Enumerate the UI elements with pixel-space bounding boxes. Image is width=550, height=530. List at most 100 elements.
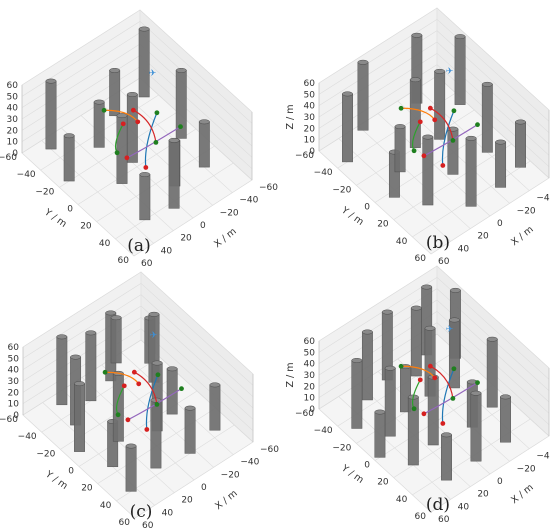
- caption-d: (d): [426, 495, 450, 515]
- obstacle-pillar: [374, 411, 386, 458]
- z-tick-label: 0: [12, 149, 18, 159]
- obstacle-pillar: [515, 121, 526, 168]
- obstacle-pillar: [342, 93, 353, 163]
- y-tick-label: 40: [100, 501, 112, 511]
- obstacle-pillar-top: [184, 405, 196, 411]
- y-tick-label: −60: [0, 415, 18, 425]
- y-tick-label: −40: [17, 170, 36, 180]
- obstacle-pillar: [394, 126, 406, 173]
- obstacle-pillar-top: [138, 26, 150, 32]
- obstacle-pillar-top: [421, 284, 433, 290]
- uav-path: [423, 124, 478, 157]
- y-tick-label: −20: [35, 187, 54, 197]
- obstacle-pillar: [112, 373, 124, 442]
- obstacle-pillar: [63, 135, 75, 182]
- obstacle-pillar: [56, 336, 68, 406]
- goal-point: [417, 377, 423, 383]
- x-tick-label: 20: [477, 490, 489, 500]
- x-tick-label: −40: [239, 196, 258, 206]
- obstacle-pillar-top: [85, 330, 97, 336]
- z-tick-label: 50: [304, 348, 316, 358]
- start-point: [155, 372, 161, 378]
- start-point: [114, 150, 120, 156]
- obstacle-pillar: [45, 80, 57, 150]
- obstacle-pillar: [209, 384, 221, 431]
- goal-point: [124, 155, 130, 161]
- goal-point: [121, 383, 127, 389]
- uav-path: [133, 109, 157, 143]
- z-tick-label: 10: [304, 136, 316, 146]
- uav-path: [105, 371, 140, 385]
- obstacle-pillar: [434, 71, 446, 140]
- y-tick-label: 40: [396, 237, 408, 247]
- x-tick-label: 60: [438, 257, 450, 267]
- grid-line-z: [22, 282, 254, 386]
- y-axis-label: Y / m: [339, 462, 366, 486]
- start-point: [450, 396, 456, 401]
- z-tick-label: 0: [13, 411, 19, 421]
- obstacle-pillar: [138, 28, 150, 98]
- uav-path: [145, 374, 159, 430]
- grid-line-z: [318, 288, 550, 391]
- obstacle-pillar-top: [454, 34, 466, 40]
- z-tick-label: 10: [8, 400, 20, 410]
- grid-line-y: [134, 441, 254, 519]
- caption-a: (a): [127, 236, 150, 256]
- x-tick-label: −40: [240, 458, 259, 468]
- obstacle-pillar: [486, 338, 498, 408]
- uav-path: [104, 109, 139, 123]
- x-tick-label: 0: [497, 477, 503, 487]
- start-point: [154, 110, 160, 116]
- x-tick-label: 20: [181, 496, 193, 506]
- z-tick-label: 60: [7, 81, 19, 91]
- obstacle-pillar-top: [198, 119, 210, 125]
- z-tick-label: 50: [7, 92, 19, 102]
- y-tick-label: 0: [364, 461, 370, 471]
- x-tick-label: −40: [536, 452, 550, 462]
- z-tick-label: 60: [8, 343, 20, 353]
- obstacle-pillar-top: [175, 67, 187, 73]
- obstacle-pillar-top: [381, 309, 393, 315]
- goal-point: [120, 121, 126, 127]
- y-tick-label: −60: [0, 153, 17, 163]
- grid-line-x: [22, 414, 136, 519]
- y-tick-label: 20: [377, 478, 389, 488]
- obstacle-pillar-top: [486, 336, 498, 342]
- x-axis-label: X / m: [509, 224, 535, 248]
- goal-point: [427, 105, 433, 111]
- obstacle-pillar-top: [126, 92, 138, 97]
- goal-point: [417, 119, 423, 125]
- start-point: [102, 369, 108, 375]
- z-axis-label: Z / m: [285, 104, 296, 129]
- goal-point: [131, 369, 137, 375]
- obstacle-pillar-top: [110, 315, 122, 321]
- obstacle-pillar-top: [342, 91, 353, 97]
- caption-c: (c): [130, 502, 153, 522]
- goal-point: [136, 381, 142, 387]
- obstacle-pillar: [198, 121, 210, 168]
- x-tick-label: −20: [517, 464, 536, 474]
- uav-path: [134, 371, 158, 405]
- grid-line-z: [318, 7, 550, 111]
- z-tick-label: 10: [304, 394, 316, 404]
- obstacle-pillar-top: [116, 113, 128, 119]
- start-point: [411, 148, 417, 154]
- obstacle-pillar-top: [209, 382, 221, 388]
- obstacle-pillar-top: [361, 329, 373, 335]
- start-point: [450, 138, 456, 143]
- grid-line-z: [318, 299, 550, 403]
- grid-line-y: [430, 177, 550, 255]
- obstacle-pillar-top: [105, 310, 117, 316]
- obstacle-pillar: [454, 36, 466, 105]
- obstacle-pillar-top: [449, 287, 461, 293]
- start-point: [153, 140, 159, 145]
- y-tick-label: 20: [377, 220, 389, 230]
- grid-line-x: [21, 152, 135, 257]
- uav-path: [430, 107, 454, 141]
- grid-line-y: [133, 179, 253, 257]
- start-point: [475, 122, 480, 128]
- obstacle-pillar-top: [63, 133, 75, 139]
- uav-path: [430, 365, 454, 399]
